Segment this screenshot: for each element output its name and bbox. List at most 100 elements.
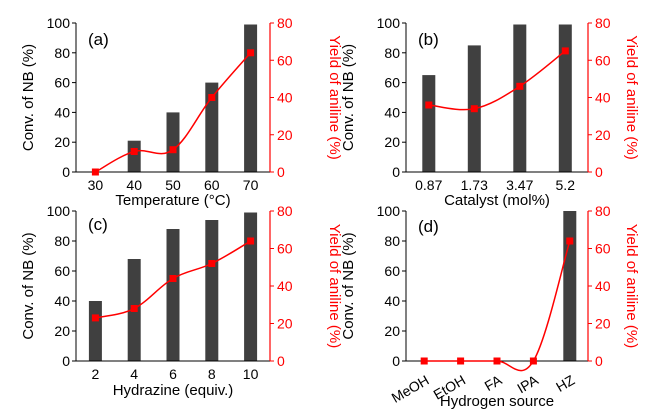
left-tick-label: 0 [62,164,70,180]
y-axis-right-label: Yield of aniline (%) [326,224,343,349]
x-axis-label: Hydrogen source [440,393,554,410]
x-tick-label: 50 [165,177,181,193]
right-tick-label: 0 [595,164,603,180]
y-axis-right-label: Yield of aniline (%) [326,35,343,160]
right-tick-label: 60 [595,241,611,257]
left-tick-label: 60 [54,75,70,91]
bar-2 [88,301,102,361]
yield-point-40 [130,148,138,155]
right-tick-label: 60 [595,52,611,68]
chart-panel-1: 0 20 40 60 80 100 0 20 40 60 80 30 40 50 60 70 (a) Conv. … [20,15,343,209]
yield-line [424,240,571,372]
x-axis-label: Hydrazine (equiv.) [113,382,234,399]
left-tick-label: 100 [47,203,71,219]
yield-point-3.47 [516,82,524,90]
left-tick-label: 100 [47,15,71,31]
right-tick-label: 20 [595,127,611,143]
left-tick-label: 80 [54,45,70,61]
bar-60 [205,82,219,172]
x-tick-label: 10 [243,366,259,382]
yield-point-1.73 [470,105,478,113]
yield-point-8 [208,260,216,267]
right-tick-label: 20 [595,316,611,332]
bar-6 [166,229,180,361]
x-tick-label: 0.87 [415,177,442,193]
bar-5.2 [558,24,572,172]
yield-point-70 [247,49,255,57]
panel-label: (a) [88,30,109,49]
y-axis-right-label: Yield of aniline (%) [623,35,640,160]
left-tick-label: 0 [62,353,70,369]
right-tick-label: 20 [277,127,293,143]
right-tick-label: 0 [595,353,603,369]
left-tick-label: 40 [54,293,70,309]
yield-point-30 [91,168,99,176]
left-tick-label: 20 [384,323,400,339]
yield-point-2 [91,314,99,322]
x-axis-label: Temperature (°C) [115,192,230,209]
x-tick-label: 4 [130,366,138,382]
x-tick-label: FA [482,371,505,394]
left-tick-label: 20 [54,323,70,339]
bar-0.87 [422,75,436,172]
right-tick-label: 40 [595,278,611,294]
bar-8 [205,220,219,361]
yield-point-EtOH [457,357,465,365]
left-tick-label: 80 [384,45,400,61]
right-tick-label: 40 [277,278,293,294]
right-tick-label: 0 [277,353,285,369]
left-tick-label: 100 [377,203,401,219]
right-tick-label: 40 [595,90,611,106]
left-tick-label: 0 [392,164,400,180]
yield-point-10 [247,237,255,245]
bar-HZ [563,211,577,361]
x-tick-label: 40 [126,177,142,193]
yield-point-FA [493,357,501,365]
bar-3.47 [513,24,527,172]
left-tick-label: 80 [54,233,70,249]
x-tick-label: 6 [169,366,177,382]
x-tick-label: 2 [92,366,100,382]
yield-point-MeOH [420,357,428,365]
chart-panel-3: 0 20 40 60 80 100 0 20 40 60 80 2 4 6 8 10 (c) Conv. of N… [20,203,343,399]
left-tick-label: 20 [54,134,70,150]
x-tick-label: 30 [88,177,104,193]
yield-point-4 [130,305,138,312]
chart-panel-2: 0 20 40 60 80 100 0 20 40 60 80 0.87 1.73 3.47 5.2 (b) C… [340,15,640,209]
x-tick-label: 70 [243,177,259,193]
left-tick-label: 20 [384,134,400,150]
yield-point-HZ [566,237,574,245]
left-tick-label: 80 [384,233,400,249]
yield-line [428,50,566,111]
right-tick-label: 80 [595,203,611,219]
right-tick-label: 0 [277,164,285,180]
y-axis-right-label: Yield of aniline (%) [623,224,640,349]
left-tick-label: 60 [384,263,400,279]
x-tick-label: 8 [208,366,216,382]
x-tick-label: 1.73 [461,177,488,193]
panel-label: (d) [418,217,439,236]
x-tick-label: 60 [204,177,220,193]
left-tick-label: 0 [392,353,400,369]
bar-50 [166,112,180,172]
y-axis-label: Conv. of NB (%) [340,44,357,151]
bar-40 [127,140,141,172]
right-tick-label: 60 [277,241,293,257]
right-tick-label: 60 [277,52,293,68]
x-tick-label: HZ [553,372,578,395]
yield-point-IPA [529,357,537,365]
x-tick-label: 3.47 [506,177,533,193]
left-tick-label: 60 [384,75,400,91]
x-axis-label: Catalyst (mol%) [444,192,550,209]
x-tick-label: 5.2 [556,177,576,193]
yield-point-5.2 [561,47,569,55]
panel-label: (c) [88,215,108,234]
y-axis-label: Conv. of NB (%) [20,44,37,151]
bar-10 [244,212,258,361]
y-axis-label: Conv. of NB (%) [20,232,37,339]
left-tick-label: 40 [54,104,70,120]
bar-70 [244,24,258,172]
left-tick-label: 100 [377,15,401,31]
